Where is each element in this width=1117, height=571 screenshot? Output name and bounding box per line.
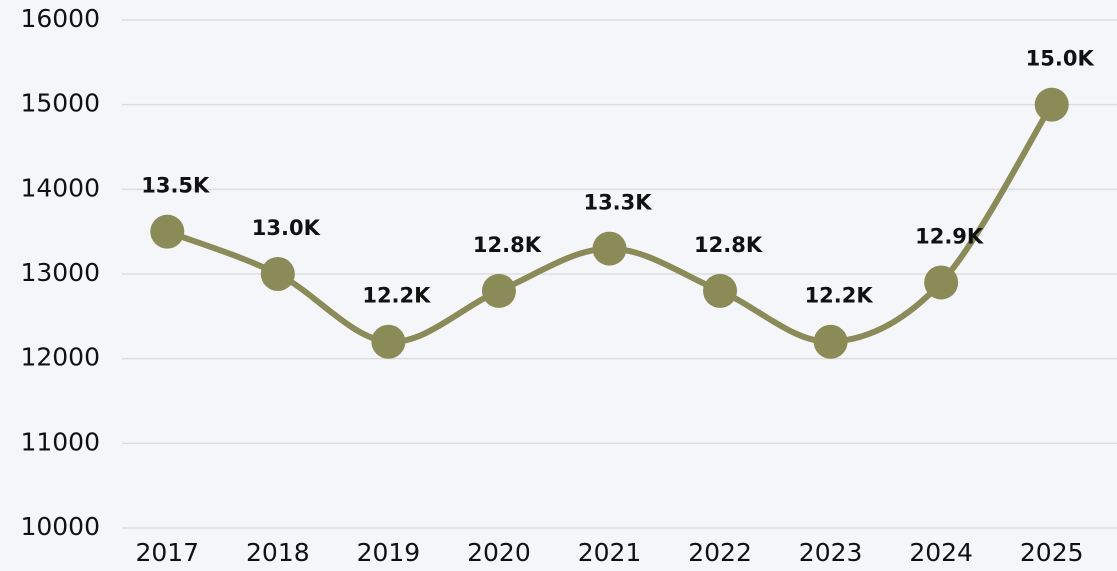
marker: [1034, 87, 1069, 122]
x-tick-label: 2021: [578, 538, 642, 567]
x-tick-label: 2020: [467, 538, 531, 567]
marker: [481, 273, 516, 308]
value-label: 13.0K: [252, 216, 321, 240]
value-label: 12.2K: [805, 284, 874, 308]
x-tick-label: 2017: [135, 538, 199, 567]
marker: [371, 324, 406, 359]
x-tick-label: 2022: [688, 538, 752, 567]
value-label: 15.0K: [1026, 47, 1095, 71]
y-tick-label: 11000: [20, 427, 100, 456]
y-tick-label: 10000: [20, 512, 100, 541]
y-tick-label: 13000: [20, 258, 100, 287]
value-label: 12.9K: [915, 224, 984, 248]
x-tick-label: 2023: [799, 538, 863, 567]
marker: [813, 324, 848, 359]
value-label: 12.2K: [362, 284, 431, 308]
x-tick-label: 2025: [1020, 538, 1084, 567]
value-label: 12.8K: [694, 233, 763, 257]
y-tick-label: 14000: [20, 173, 100, 202]
x-tick-label: 2019: [357, 538, 421, 567]
y-tick-label: 16000: [20, 4, 100, 33]
x-tick-label: 2018: [246, 538, 310, 567]
y-tick-label: 15000: [20, 89, 100, 118]
marker: [150, 214, 185, 249]
y-tick-label: 12000: [20, 343, 100, 372]
marker: [703, 273, 738, 308]
marker: [924, 265, 959, 300]
value-label: 13.5K: [141, 174, 210, 198]
value-label: 13.3K: [583, 191, 652, 215]
marker: [260, 257, 295, 291]
marker: [592, 231, 627, 266]
x-tick-label: 2024: [909, 538, 973, 567]
value-label: 12.8K: [473, 233, 542, 257]
